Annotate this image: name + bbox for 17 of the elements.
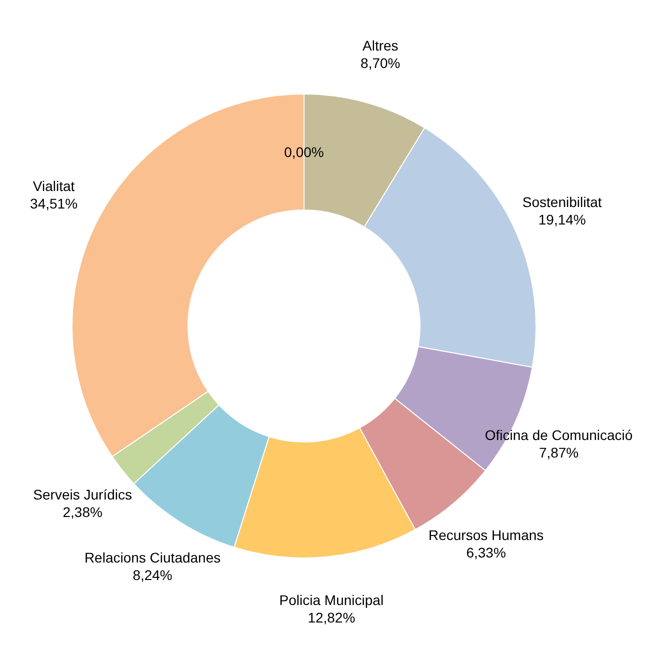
data-label: 8,24% [132,566,172,583]
slice-label: Relacions Ciutadanes [84,549,221,566]
slice-label: Altres [362,38,398,54]
slice-label: Vialitat [32,178,75,194]
data-label: 6,33% [466,544,506,560]
data-label: 34,51% [30,195,78,212]
data-label: 12,82% [308,609,356,626]
text: 0,00% [284,144,324,160]
slice-label: Sostenibilitat [522,194,602,210]
data-label: 2,38% [62,504,102,520]
slice-label: Policia Municipal [279,592,384,608]
slice-label: Recursos Humans [428,526,544,543]
slice-label: Oficina de Comunicació [484,427,633,444]
slice-label: Serveis Jurídics [33,486,132,503]
data-label: 19,14% [538,212,586,228]
data-label: 8,70% [360,55,400,72]
data-label: 7,87% [538,444,579,461]
